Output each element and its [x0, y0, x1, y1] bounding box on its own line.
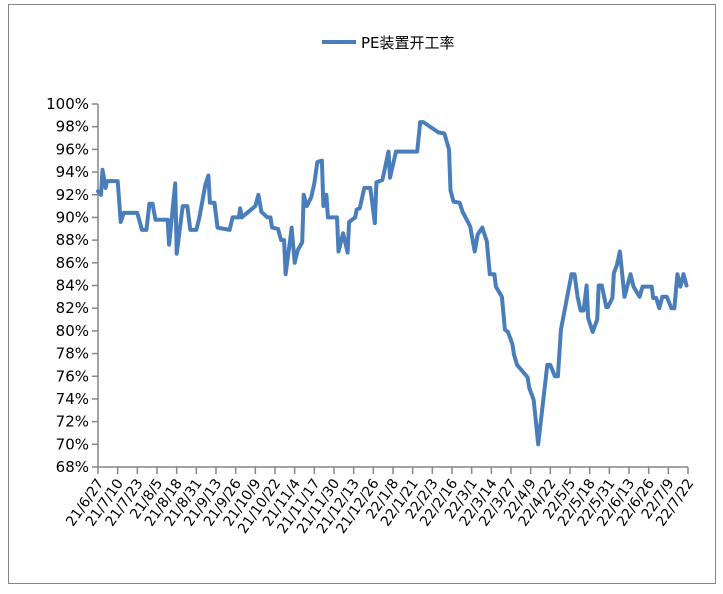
y-tick-label: 74% [56, 390, 89, 408]
y-tick-label: 68% [56, 458, 89, 476]
y-tick-label: 70% [56, 435, 89, 453]
y-tick-label: 76% [56, 367, 89, 385]
y-tick-label: 86% [56, 254, 89, 272]
y-tick-label: 98% [56, 118, 89, 136]
y-tick-label: 80% [56, 322, 89, 340]
legend-label: PE装置开工率 [361, 34, 455, 52]
y-tick-label: 82% [56, 299, 89, 317]
y-tick-label: 92% [56, 186, 89, 204]
y-tick-label: 78% [56, 345, 89, 363]
y-tick-label: 96% [56, 140, 89, 158]
legend: PE装置开工率 [322, 34, 455, 52]
y-tick-label: 94% [56, 163, 89, 181]
y-tick-label: 72% [56, 413, 89, 431]
y-tick-label: 88% [56, 231, 89, 249]
y-tick-label: 90% [56, 208, 89, 226]
series-line-pe-operating-rate [96, 120, 689, 447]
y-tick-label: 100% [46, 95, 89, 113]
y-tick-label: 84% [56, 277, 89, 295]
y-axis: 68% 70% 72% 74% 76% 78% 80% 82% 84% 86% 88% 90% 92% 9… [46, 95, 99, 476]
